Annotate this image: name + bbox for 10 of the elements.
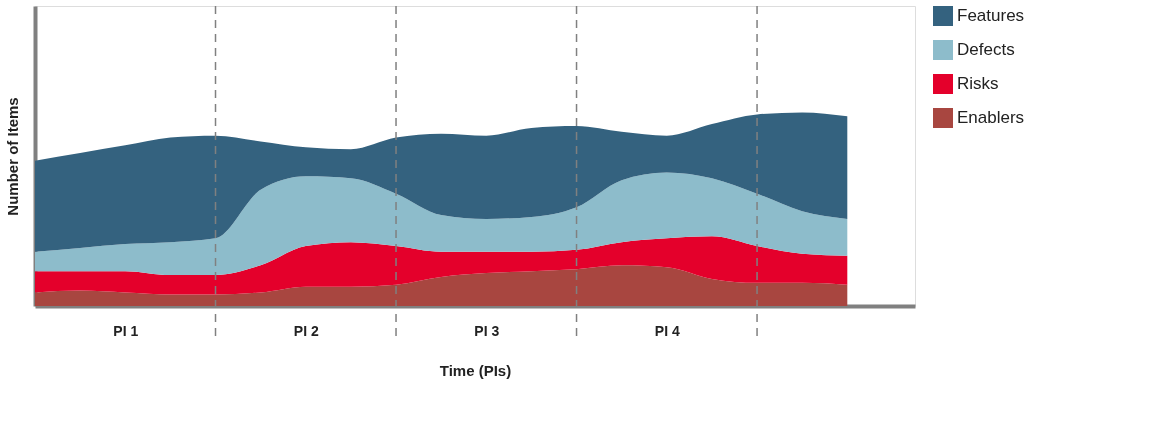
y-axis-title: Number of Items [3, 97, 21, 216]
legend-label: Enablers [957, 108, 1025, 127]
x-tick-label: PI 1 [113, 322, 139, 339]
legend-label: Defects [957, 40, 1015, 59]
x-tick-label: PI 4 [654, 322, 680, 339]
x-tick-label: PI 2 [293, 322, 319, 339]
legend-label: Features [957, 6, 1025, 25]
legend-label: Risks [957, 74, 999, 93]
x-axis-title: Time (PIs) [439, 361, 512, 379]
x-tick-label: PI 3 [474, 322, 500, 339]
